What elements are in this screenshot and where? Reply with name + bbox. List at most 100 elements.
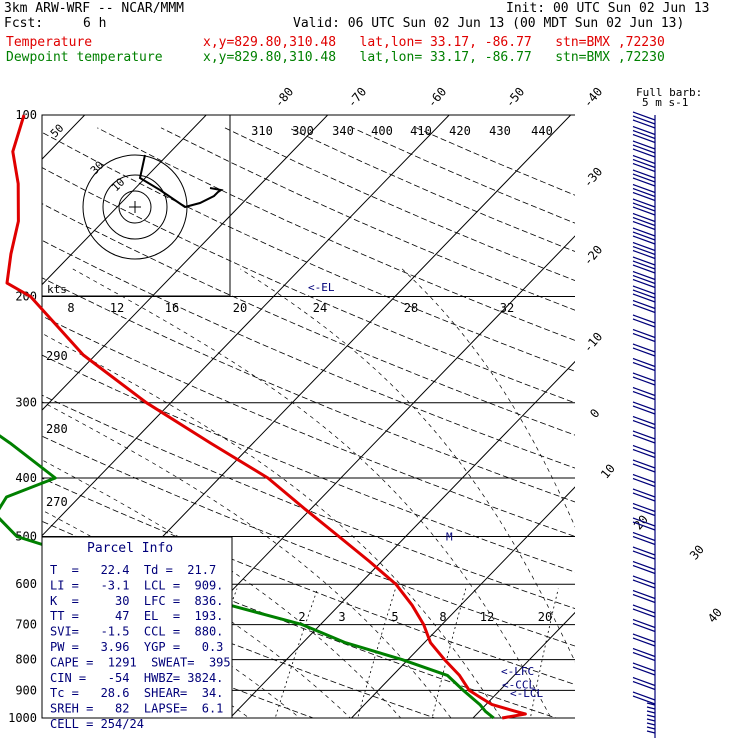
parcel-info-row: K = 30 LFC = 836.: [50, 594, 223, 608]
parcel-info-row: CIN = -54 HWBZ= 3824.: [50, 671, 223, 685]
wind-barb: [632, 162, 656, 173]
barb-legend-title: Full barb:: [636, 86, 702, 99]
wind-speed-scale-label: 20: [233, 301, 247, 315]
isotherm-line: [704, 102, 740, 731]
theta-label: 340: [332, 124, 354, 138]
theta-label: 440: [531, 124, 553, 138]
mixing-ratio-label: 5: [391, 610, 398, 624]
wind-barb: [632, 473, 656, 484]
temperature-tick-label: 40: [705, 605, 725, 625]
temperature-tick-label: -30: [581, 165, 606, 191]
wind-barb: [632, 448, 656, 459]
wind-barb: [632, 249, 656, 260]
wind-barb: [632, 386, 656, 397]
wind-barb: [632, 216, 656, 227]
wind-barb: [632, 608, 656, 618]
wind-barb: [632, 676, 656, 687]
wind-barb: [632, 376, 656, 386]
wind-barb: [632, 459, 656, 469]
level-label: <-LCL: [510, 687, 543, 700]
dewpoint-legend: Dewpoint temperature: [6, 50, 163, 65]
pressure-tick-label: 100: [15, 108, 37, 122]
theta-label: 400: [371, 124, 393, 138]
temperature-tick-label: -10: [581, 330, 606, 356]
wind-barb: [632, 256, 656, 266]
wind-barb: [632, 293, 656, 303]
wind-speed-scale-label: 28: [404, 301, 418, 315]
theta-label: 310: [251, 124, 273, 138]
mixing-ratio-label: 12: [480, 610, 494, 624]
moist-adiabat: [42, 553, 301, 718]
wind-barb: [632, 220, 656, 231]
wind-barb: [646, 702, 656, 706]
wind-barb: [632, 361, 656, 372]
pressure-tick-label: 600: [15, 577, 37, 591]
pressure-tick-label: 700: [15, 618, 37, 632]
wind-barb: [632, 604, 656, 614]
wind-barb: [632, 158, 656, 169]
wind-barb: [632, 241, 656, 252]
wind-barb: [632, 430, 656, 440]
wind-barb: [632, 401, 656, 411]
wind-barb: [632, 463, 656, 473]
theta-label: 280: [46, 422, 68, 436]
wind-barb: [632, 187, 656, 198]
parcel-info-row: SVI= -1.5 CCL = 880.: [50, 625, 223, 639]
moist-adiabat: [240, 268, 575, 663]
wind-barb: [632, 405, 656, 415]
wind-speed-scale-label: 24: [313, 301, 327, 315]
wind-barb: [632, 372, 656, 382]
wind-barb: [632, 357, 656, 368]
wind-barb: [632, 119, 656, 129]
wind-barb: [632, 125, 656, 136]
moist-adiabat: [42, 459, 402, 718]
wind-barb: [632, 506, 656, 517]
moist-adiabat: [42, 332, 502, 718]
temperature-tick-label: -40: [581, 85, 606, 111]
wind-barb: [632, 278, 656, 289]
init-time: Init: 00 UTC Sun 02 Jun 13: [506, 1, 710, 16]
wind-speed-scale-label: 12: [110, 301, 124, 315]
pressure-tick-label: 1000: [8, 711, 37, 725]
dry-adiabat: [42, 315, 575, 537]
parcel-info-row: PW = 3.96 YGP = 0.3: [50, 640, 223, 654]
wind-barb: [632, 593, 656, 604]
wind-barb: [632, 622, 656, 633]
wind-barb: [632, 212, 656, 223]
wind-barb: [632, 133, 656, 144]
hodo-ring-inner: [118, 190, 152, 224]
wind-barb: [632, 691, 656, 701]
parcel-info-title: Parcel Info: [87, 541, 173, 556]
dry-adiabat: [288, 127, 575, 252]
temperature-tick-label: 10: [598, 461, 618, 481]
parcel-info-row: Tc = 28.6 SHEAR= 34.: [50, 686, 223, 700]
isotherm-line: [42, 115, 450, 537]
dry-adiabat: [352, 127, 575, 224]
wind-barb: [646, 730, 656, 734]
temperature-tick-label: 30: [687, 542, 707, 562]
pressure-tick-label: 400: [15, 471, 37, 485]
mixing-ratio-line: [431, 588, 467, 718]
valid-time: Valid: 06 UTC Sun 02 Jun 13 (00 MDT Sun …: [293, 16, 685, 31]
wind-barb: [632, 680, 656, 691]
wind-barb: [632, 332, 656, 343]
wind-barb: [646, 706, 656, 710]
moist-adiabat: [401, 268, 575, 528]
wind-barb: [632, 517, 656, 527]
wind-barb: [632, 477, 656, 488]
wind-barb: [632, 111, 656, 121]
wind-barb: [632, 303, 656, 314]
level-label: M: [446, 530, 453, 543]
wind-barb: [646, 726, 656, 730]
parcel-info-row: CAPE = 1291 SWEAT= 395: [50, 655, 231, 669]
pressure-tick-label: 900: [15, 683, 37, 697]
wind-barb: [632, 235, 656, 245]
dry-adiabat: [160, 127, 575, 311]
wind-barb: [632, 289, 656, 299]
wind-barb: [632, 144, 656, 154]
hodograph-trace: [138, 154, 224, 209]
hodograph-box: [41, 114, 231, 297]
wind-barb: [632, 299, 656, 310]
wind-barb: [632, 314, 656, 324]
parcel-info-row: LI = -3.1 LCL = 909.: [50, 578, 223, 592]
